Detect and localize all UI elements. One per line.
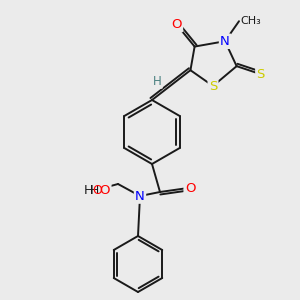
Text: H: H xyxy=(83,184,93,196)
Text: N: N xyxy=(220,35,230,48)
Text: S: S xyxy=(256,68,265,81)
Text: O: O xyxy=(171,18,182,31)
Text: CH₃: CH₃ xyxy=(240,16,261,26)
Text: O: O xyxy=(92,184,102,196)
Text: O: O xyxy=(185,182,195,194)
Text: H: H xyxy=(153,75,162,88)
Text: H: H xyxy=(89,184,99,196)
Text: S: S xyxy=(209,80,217,94)
Text: N: N xyxy=(135,190,145,202)
Text: O: O xyxy=(100,184,110,196)
